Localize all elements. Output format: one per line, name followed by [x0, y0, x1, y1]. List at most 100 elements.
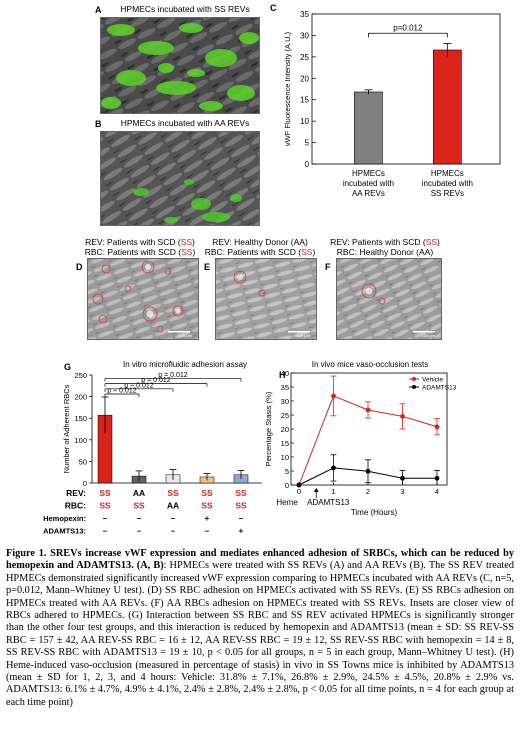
panel-d-line2-tag: SS — [181, 247, 193, 257]
chart-g-pvalue: p = 0.012 — [107, 388, 136, 395]
chart-h-point — [331, 465, 336, 471]
chart-h-point — [434, 475, 440, 481]
panel-g-label: G — [64, 362, 71, 372]
chart-h-title: In vivo mice vaso-occlusion tests — [312, 360, 429, 369]
chart-h-ytick-label: 30 — [281, 397, 289, 406]
panel-f-scale: 100 µm — [421, 333, 435, 338]
chart-h-point — [365, 407, 371, 413]
panel-e-title: REV: Healthy Donor (AA) RBC: Patients wi… — [185, 237, 335, 257]
chart-c-bar — [433, 49, 462, 165]
chart-h-xtick-label: 3 — [400, 487, 404, 496]
chart-h-ytick-label: 25 — [281, 411, 289, 420]
chart-h-ytick-label: 40 — [281, 369, 289, 378]
chart-h-ytick-label: 20 — [281, 425, 289, 434]
panel-b-title: HPMECs incubated with AA REVs — [120, 118, 250, 128]
chart-g-pvalue: p = 0.012 — [158, 372, 187, 379]
panel-d-line2-post: ) — [192, 247, 196, 257]
panel-a-label: A — [95, 5, 102, 15]
chart-g-row-value: – — [137, 514, 142, 523]
chart-h-ytick-label: 5 — [285, 467, 289, 476]
chart-g-ytick-label: 50 — [79, 457, 87, 466]
chart-h-xlabel: Time (Hours) — [351, 508, 398, 517]
chart-g: G In vitro microfluidic adhesion assay 0 50… — [43, 360, 262, 536]
chart-h-legend-label: Vehicle — [422, 377, 443, 384]
chart-g-row-label: REV: — [66, 488, 86, 498]
chart-g-row-value: – — [137, 527, 142, 536]
chart-g-ylabel: Number of Adherent RBCs — [62, 384, 71, 473]
panel-f-image: 100 µm — [336, 258, 442, 340]
chart-c-ytick-label: 5 — [305, 139, 310, 148]
chart-g-row-value: SS — [99, 488, 111, 498]
panel-e-line2-post: ) — [312, 247, 316, 257]
chart-h-ytick-label: 15 — [281, 439, 289, 448]
chart-c-frame — [311, 13, 501, 165]
chart-g-row-value: – — [205, 527, 210, 536]
chart-g-row-value: SS — [133, 501, 145, 511]
caption-body: : HPMECs were treated with SS REVs (A) a… — [6, 560, 514, 708]
chart-h-point — [434, 424, 440, 430]
chart-h-legend-marker — [412, 377, 416, 381]
panel-d-image: 100 µm — [87, 258, 199, 340]
chart-h-xtick-label: 4 — [435, 487, 439, 496]
chart-h-ylabel: Percentage Stasis (%) — [265, 391, 273, 466]
panel-e-line1-pre: REV: Healthy Donor ( — [212, 237, 294, 247]
chart-g-row-value: SS — [235, 501, 247, 511]
chart-c-ytick-label: 10 — [300, 117, 309, 126]
chart-c-category-label: incubated with — [422, 179, 473, 188]
chart-g-ytick-label: 0 — [83, 479, 87, 488]
chart-c-category-label: AA REVs — [352, 189, 385, 198]
chart-g-row-value: AA — [133, 488, 145, 498]
chart-c-ytick-label: 35 — [300, 10, 309, 19]
caption-title: Figure 1. SREVs increase vWF expression … — [6, 548, 514, 572]
chart-h-point — [331, 393, 336, 399]
chart-h-legend-label: ADAMTS13 — [422, 385, 457, 392]
panel-c-label: C — [270, 3, 277, 13]
chart-g-row-value: SS — [167, 488, 179, 498]
panel-e-line2-tag: SS — [301, 247, 313, 257]
chart-g-row-label: Hemopexin: — [43, 514, 86, 523]
chart-g-row-value: + — [205, 514, 210, 523]
chart-h-point — [365, 468, 371, 474]
chart-h-legend-marker — [412, 385, 416, 389]
chart-c-ytick-label: 0 — [305, 160, 310, 169]
chart-g-pvalue: p = 0.012 — [124, 382, 153, 389]
panel-d-line1-post: ) — [192, 237, 195, 247]
chart-g-row-value: AA — [167, 501, 179, 511]
chart-g-ytick-label: 200 — [74, 393, 87, 402]
panel-e-line2-pre: RBC: Patients with SCD ( — [204, 247, 302, 257]
chart-h-point — [400, 475, 405, 481]
panel-e-line1-post: ) — [304, 237, 308, 247]
chart-g-row-value: SS — [99, 501, 111, 511]
panel-d-label: D — [76, 262, 83, 272]
chart-h-xtick-label: 1 — [331, 487, 335, 496]
figure-caption: Figure 1. SREVs increase vWF expression … — [6, 548, 514, 709]
panel-e-label: E — [204, 262, 211, 272]
chart-g-row-value: – — [171, 527, 176, 536]
chart-c-ytick-label: 20 — [300, 74, 309, 83]
chart-c-category-label: HPMECs — [431, 169, 464, 178]
chart-h-point — [400, 414, 405, 419]
chart-g-row-value: SS — [201, 501, 213, 511]
panel-f-line1-tag: SS — [425, 237, 438, 247]
chart-h-point — [296, 482, 302, 488]
chart-g-row-value: SS — [235, 488, 247, 498]
chart-g-ytick-label: 100 — [74, 436, 87, 445]
panel-f-title: REV: Patients with SCD (SS) RBC: Healthy… — [310, 237, 460, 257]
chart-g-row-label: RBC: — [65, 501, 86, 511]
chart-c-category-label: SS REVs — [431, 189, 464, 198]
panel-d-line1-pre: REV: Patients with SCD ( — [85, 237, 181, 247]
chart-c-category-label: incubated with — [343, 179, 394, 188]
panel-f-line2-post: ) — [430, 247, 434, 257]
chart-c-pvalue: p=0.012 — [393, 23, 423, 32]
panel-f-label: F — [325, 262, 331, 272]
chart-h-arrowhead — [313, 488, 319, 492]
chart-g-row-value: – — [103, 514, 108, 523]
chart-h-ytick-label: 0 — [285, 481, 289, 490]
panel-d-line1-tag: SS — [180, 237, 193, 247]
panel-e-scale: 100 µm — [296, 333, 310, 338]
chart-c-bar — [354, 91, 383, 165]
panel-a-image — [100, 17, 260, 114]
panel-f-line1-pre: REV: Patients with SCD ( — [330, 237, 426, 247]
chart-g-pvalue: p = 0.012 — [141, 377, 170, 384]
chart-c-category-label: HPMECs — [352, 169, 385, 178]
